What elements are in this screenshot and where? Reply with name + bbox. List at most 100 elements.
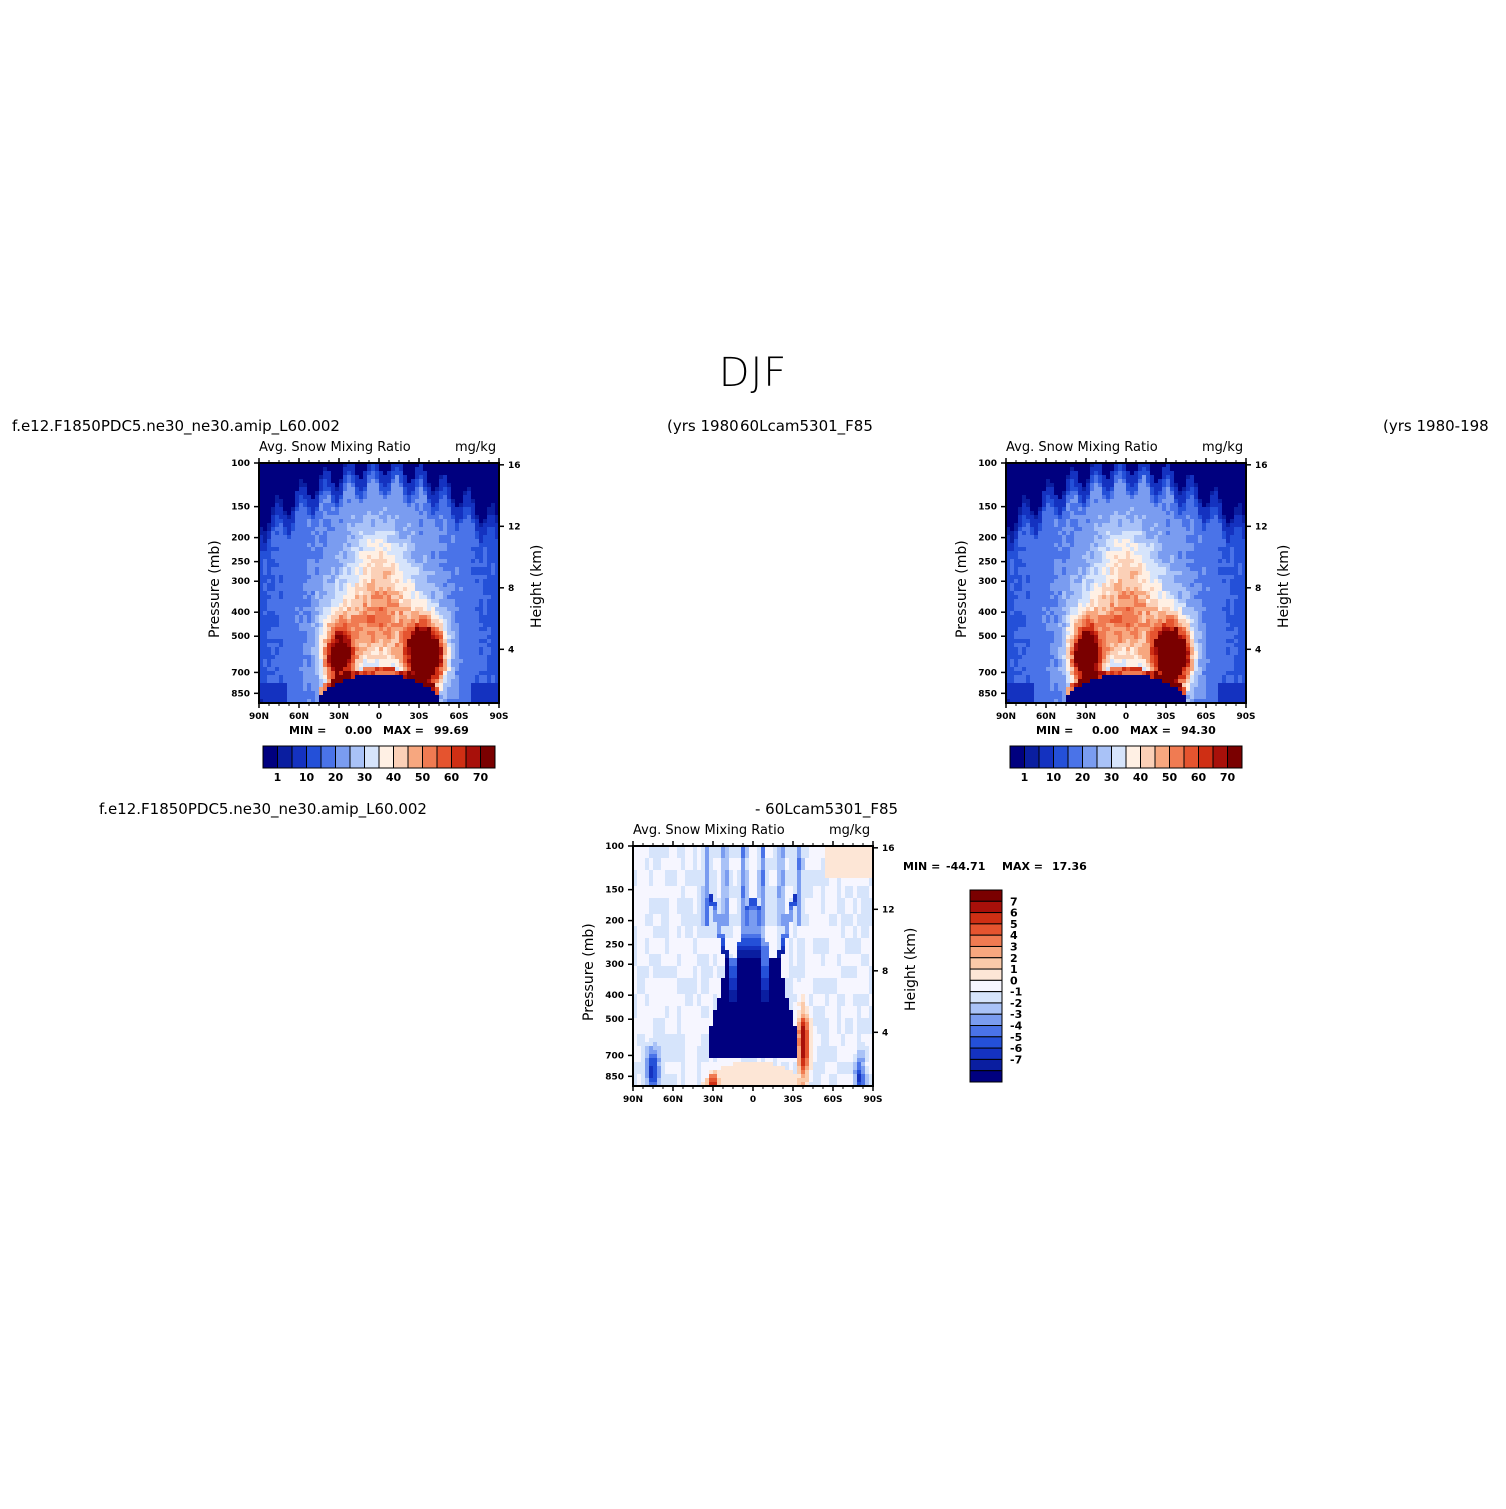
heatmap-cell: [1146, 487, 1151, 492]
heatmap-cell: [1090, 503, 1095, 508]
heatmap-cell: [1210, 463, 1215, 468]
heatmap-cell: [267, 519, 272, 524]
heatmap-cell: [271, 647, 276, 652]
heatmap-cell: [323, 523, 328, 528]
heatmap-cell: [391, 551, 396, 556]
heatmap-cell: [1034, 463, 1039, 468]
years-label-top-right: (yrs 1980-198: [1383, 417, 1489, 435]
heatmap-cell: [1234, 519, 1239, 524]
heatmap-cell: [435, 543, 440, 548]
heatmap-cell: [295, 515, 300, 520]
heatmap-cell: [1106, 519, 1111, 524]
heatmap-cell: [275, 535, 280, 540]
heatmap-cell: [391, 659, 396, 664]
heatmap-cell: [1038, 547, 1043, 552]
heatmap-cell: [367, 579, 372, 584]
heatmap-cell: [487, 475, 492, 480]
heatmap-cell: [283, 571, 288, 576]
heatmap-cell: [383, 563, 388, 568]
heatmap-cell: [423, 659, 428, 664]
heatmap-cell: [1074, 495, 1079, 500]
heatmap-cell: [311, 683, 316, 688]
heatmap-cell: [415, 483, 420, 488]
heatmap-cell: [1142, 515, 1147, 520]
heatmap-cell: [1146, 527, 1151, 532]
heatmap-cell: [475, 487, 480, 492]
heatmap-cell: [1094, 471, 1099, 476]
heatmap-cell: [347, 583, 352, 588]
heatmap-cell: [447, 503, 452, 508]
heatmap-cell: [427, 595, 432, 600]
colorbar-swatch: [407, 745, 423, 769]
heatmap-cell: [1086, 515, 1091, 520]
heatmap-cell: [1174, 543, 1179, 548]
heatmap-cell: [1190, 543, 1195, 548]
heatmap-cell: [351, 615, 356, 620]
heatmap-cell: [1022, 467, 1027, 472]
heatmap-cell: [347, 619, 352, 624]
heatmap-cell: [379, 647, 384, 652]
heatmap-cell: [323, 467, 328, 472]
heatmap-cell: [1118, 463, 1123, 468]
heatmap-cell: [391, 631, 396, 636]
heatmap-cell: [1166, 523, 1171, 528]
heatmap-cell: [451, 599, 456, 604]
heatmap-cell: [463, 623, 468, 628]
heatmap-cell: [339, 583, 344, 588]
heatmap-cell: [299, 699, 304, 703]
heatmap-cell: [315, 663, 320, 668]
heatmap-cell: [259, 543, 264, 548]
heatmap-cell: [343, 523, 348, 528]
heatmap-cell: [431, 467, 436, 472]
heatmap-cell: [1186, 543, 1191, 548]
heatmap-cell: [463, 595, 468, 600]
heatmap-cell: [355, 619, 360, 624]
heatmap-cell: [339, 679, 344, 684]
heatmap-cell: [343, 511, 348, 516]
heatmap-cell: [1174, 503, 1179, 508]
heatmap-cell: [1050, 523, 1055, 528]
heatmap-cell: [259, 663, 264, 668]
heatmap-cell: [455, 679, 460, 684]
heatmap-cell: [463, 691, 468, 696]
heatmap-cell: [303, 683, 308, 688]
heatmap-cell: [1206, 515, 1211, 520]
heatmap-cell: [387, 695, 392, 700]
heatmap-cell: [263, 551, 268, 556]
heatmap-cell: [475, 471, 480, 476]
colorbar-swatch: [364, 745, 380, 769]
heatmap-cell: [343, 639, 348, 644]
heatmap-cell: [271, 579, 276, 584]
heatmap-cell: [347, 611, 352, 616]
heatmap-cell: [1210, 479, 1215, 484]
heatmap-cell: [271, 591, 276, 596]
heatmap-cell: [439, 687, 444, 692]
heatmap-cell: [463, 563, 468, 568]
heatmap-cell: [1042, 515, 1047, 520]
heatmap-cell: [387, 531, 392, 536]
heatmap-cell: [447, 695, 452, 700]
heatmap-cell: [1010, 483, 1015, 488]
heatmap-cell: [419, 647, 424, 652]
heatmap-cell: [447, 671, 452, 676]
heatmap-cell: [291, 599, 296, 604]
heatmap-cell: [267, 543, 272, 548]
heatmap-cell: [347, 675, 352, 680]
heatmap-cell: [359, 479, 364, 484]
heatmap-cell: [283, 555, 288, 560]
heatmap-cell: [307, 543, 312, 548]
heatmap-cell: [383, 551, 388, 556]
heatmap-cell: [259, 623, 264, 628]
heatmap-cell: [1098, 475, 1103, 480]
heatmap-cell: [287, 587, 292, 592]
heatmap-cell: [391, 695, 396, 700]
heatmap-cell: [323, 639, 328, 644]
heatmap-cell: [479, 579, 484, 584]
heatmap-cell: [1090, 527, 1095, 532]
x-tick-label: 0: [376, 712, 382, 722]
heatmap-cell: [371, 527, 376, 532]
heatmap-cell: [327, 495, 332, 500]
heatmap-cell: [419, 571, 424, 576]
heatmap-cell: [263, 659, 268, 664]
heatmap-cell: [1098, 499, 1103, 504]
